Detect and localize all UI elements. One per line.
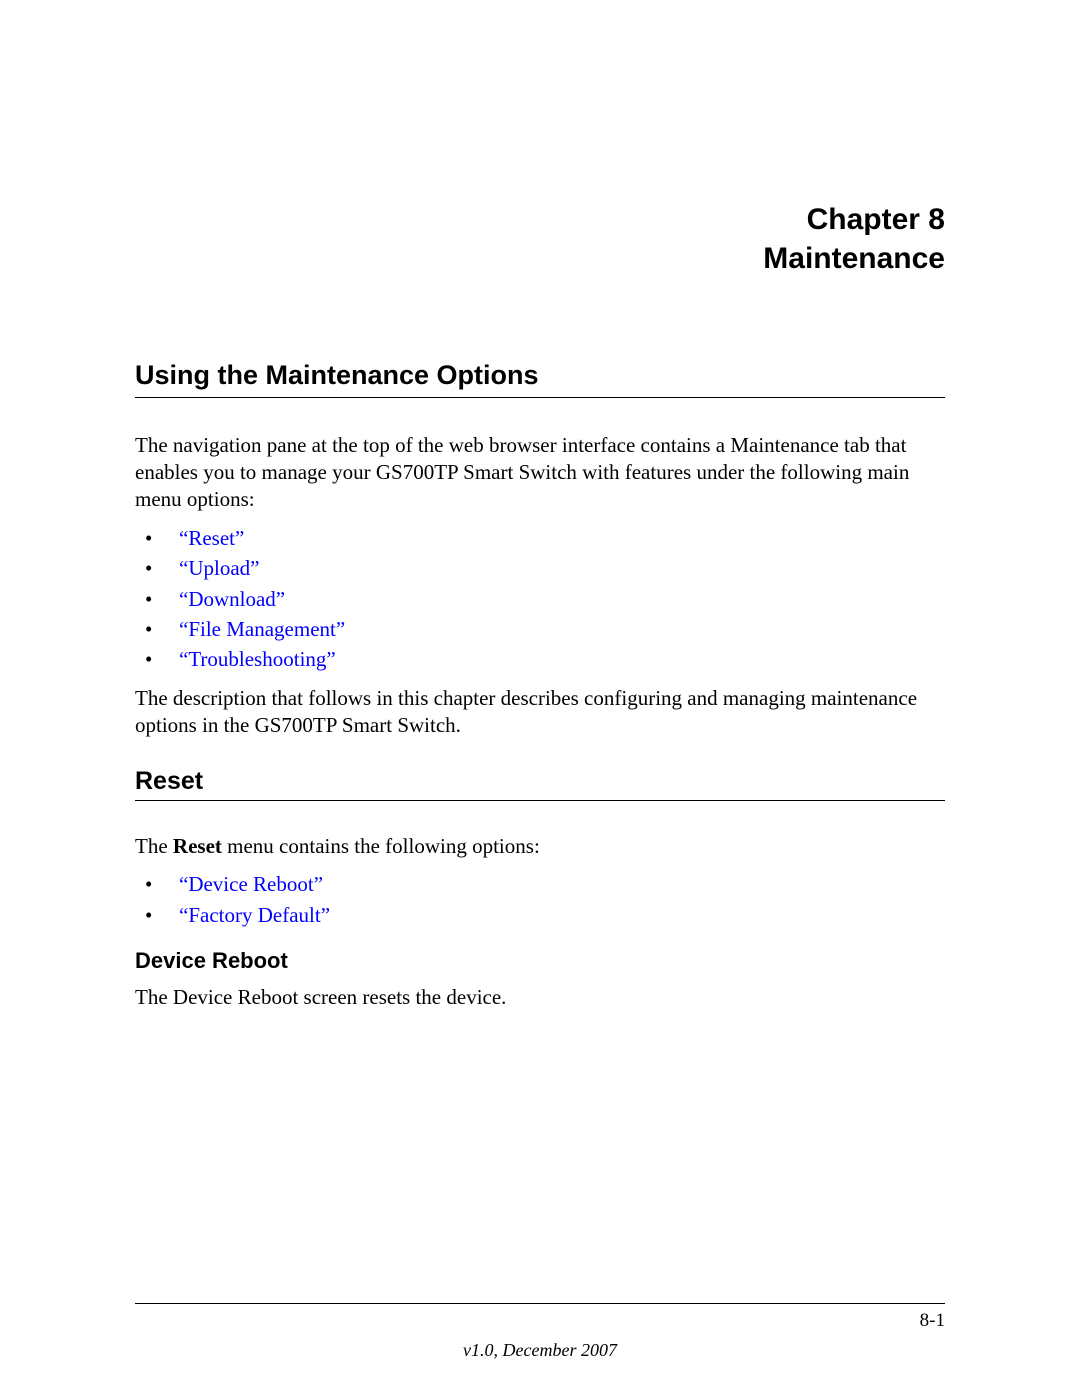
outro-paragraph: The description that follows in this cha… bbox=[135, 685, 945, 739]
list-item: “Factory Default” bbox=[135, 900, 945, 930]
reset-option-list: “Device Reboot” “Factory Default” bbox=[135, 869, 945, 930]
device-reboot-text: The Device Reboot screen resets the devi… bbox=[135, 984, 945, 1011]
link-troubleshooting[interactable]: “Troubleshooting” bbox=[179, 647, 336, 671]
text-fragment: menu contains the following options: bbox=[222, 834, 540, 858]
text-fragment: The bbox=[135, 834, 173, 858]
list-item: “Troubleshooting” bbox=[135, 644, 945, 674]
footer-rule bbox=[135, 1303, 945, 1304]
link-file-management[interactable]: “File Management” bbox=[179, 617, 345, 641]
version-line: v1.0, December 2007 bbox=[0, 1340, 1080, 1361]
section-heading-reset: Reset bbox=[135, 767, 945, 801]
chapter-title: Maintenance bbox=[135, 239, 945, 278]
document-page: Chapter 8 Maintenance Using the Maintena… bbox=[0, 0, 1080, 1397]
list-item: “File Management” bbox=[135, 614, 945, 644]
reset-intro: The Reset menu contains the following op… bbox=[135, 833, 945, 860]
page-number: 8-1 bbox=[920, 1310, 945, 1332]
link-download[interactable]: “Download” bbox=[179, 587, 285, 611]
subsection-heading-device-reboot: Device Reboot bbox=[135, 948, 945, 974]
chapter-number: Chapter 8 bbox=[135, 200, 945, 239]
list-item: “Reset” bbox=[135, 523, 945, 553]
link-factory-default[interactable]: “Factory Default” bbox=[179, 903, 330, 927]
link-device-reboot[interactable]: “Device Reboot” bbox=[179, 872, 323, 896]
list-item: “Device Reboot” bbox=[135, 869, 945, 899]
intro-paragraph: The navigation pane at the top of the we… bbox=[135, 432, 945, 513]
text-bold-reset: Reset bbox=[173, 834, 222, 858]
main-menu-option-list: “Reset” “Upload” “Download” “File Manage… bbox=[135, 523, 945, 675]
list-item: “Upload” bbox=[135, 553, 945, 583]
link-upload[interactable]: “Upload” bbox=[179, 556, 259, 580]
link-reset[interactable]: “Reset” bbox=[179, 526, 244, 550]
section-heading-using-maintenance: Using the Maintenance Options bbox=[135, 360, 945, 398]
list-item: “Download” bbox=[135, 584, 945, 614]
chapter-header: Chapter 8 Maintenance bbox=[135, 200, 945, 278]
